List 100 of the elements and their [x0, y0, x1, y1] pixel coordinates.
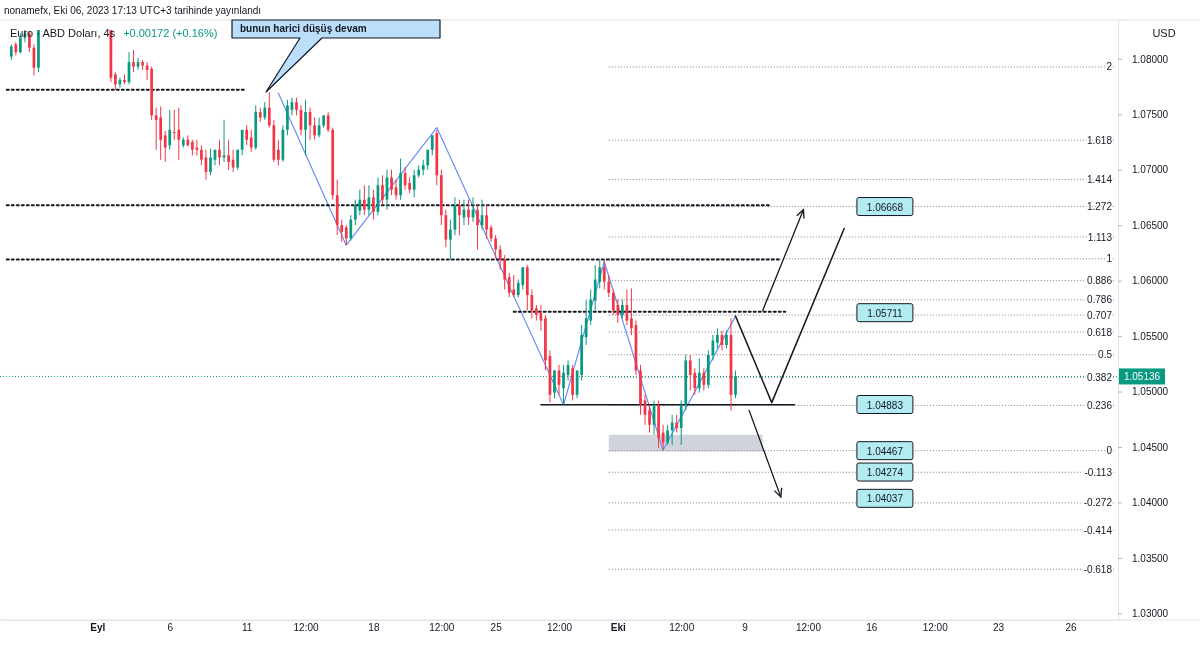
annotation: 0.786 [1086, 294, 1113, 306]
candlestick [304, 99, 307, 156]
y-tick-label: 1.04500 [1132, 441, 1169, 453]
candlestick [611, 289, 615, 316]
x-tick-label: Eyl [90, 622, 106, 633]
candlestick [172, 109, 176, 141]
ref-line-label: 1.05136 [1123, 371, 1161, 383]
annotation: 1.06668 [866, 201, 904, 213]
candlestick [666, 424, 669, 446]
candlestick [132, 49, 135, 73]
candlestick [648, 404, 651, 434]
candlestick [688, 354, 692, 391]
x-tick-label: 12:00 [669, 622, 695, 633]
annotation: 1 [1106, 253, 1113, 265]
candlestick [670, 414, 674, 446]
y-tick-label: 1.08000 [1132, 53, 1169, 65]
annotation: 1.618 [1086, 134, 1113, 146]
candlestick [159, 106, 163, 161]
candlestick [344, 224, 348, 246]
candlestick [512, 274, 516, 298]
y-tick-label: 1.07500 [1132, 108, 1169, 120]
text: +0.00172 (+0.16%) [123, 27, 218, 39]
candlestick [240, 129, 244, 156]
candlestick [467, 199, 470, 226]
candlestick [168, 109, 172, 151]
candlestick [449, 219, 452, 261]
y-axis-title: USD [1152, 27, 1176, 39]
x-tick-label: 11 [241, 622, 253, 633]
candlestick [390, 169, 393, 196]
annotation: 0.618 [1086, 326, 1113, 338]
text: nonamefx, Eki 06, 2023 17:13 UTC+3 tarihinde yayınlandı [4, 5, 262, 16]
candlestick [222, 119, 226, 163]
candlestick [679, 399, 683, 446]
candlestick [177, 107, 181, 161]
x-tick-label: 12:00 [795, 622, 822, 633]
candlestick [494, 234, 497, 259]
candlestick [430, 134, 434, 156]
annotation: 0 [1106, 445, 1113, 457]
annotation: 0.707 [1086, 309, 1113, 321]
annotation: 0.382 [1086, 371, 1113, 383]
x-tick-label: 23 [992, 622, 1005, 633]
x-tick-label: 12:00 [429, 622, 455, 633]
line-series [277, 92, 737, 451]
candlestick [503, 254, 507, 290]
annotation: 1.414 [1086, 173, 1113, 185]
candlestick [340, 219, 344, 243]
candlestick [602, 259, 606, 290]
candlestick [507, 272, 511, 298]
candlestick [584, 298, 588, 346]
candlestick [485, 204, 488, 239]
y-tick-label: 1.05500 [1132, 330, 1169, 342]
x-tick-label: 6 [167, 622, 174, 633]
x-tick-label: 25 [490, 622, 503, 633]
candlestick [349, 214, 353, 242]
candlestick [245, 124, 249, 146]
candlestick [716, 327, 719, 349]
candlestick [313, 117, 316, 141]
candlestick [458, 199, 461, 236]
annotation: 2 [1106, 61, 1113, 73]
y-tick-label: 1.05000 [1132, 386, 1169, 398]
y-tick-label: 1.06500 [1132, 219, 1169, 231]
candlestick [607, 274, 611, 298]
x-tick-label: 26 [1065, 622, 1077, 633]
x-tick-label: 12:00 [922, 622, 949, 633]
y-tick-label: 1.07000 [1132, 164, 1169, 176]
candlestick [630, 287, 633, 336]
annotation: 1.04883 [866, 399, 904, 411]
x-tick-label: 12:00 [546, 622, 573, 633]
y-tick-label: 1.06000 [1132, 275, 1169, 287]
y-tick-label: 1.03500 [1132, 552, 1169, 564]
annotation: 0.886 [1086, 275, 1113, 287]
candlestick [412, 169, 416, 198]
candlestick [277, 139, 280, 166]
annotation: 1.05711 [867, 307, 904, 319]
candlestick [200, 144, 203, 166]
annotation: 1.04274 [866, 467, 904, 479]
x-tick-label: 16 [866, 622, 878, 633]
y-tick-label: 1.04000 [1132, 497, 1169, 509]
candlestick [353, 199, 357, 226]
annotation: -0.272 [1083, 497, 1113, 509]
candlestick [218, 139, 221, 166]
annotation: 0.236 [1086, 399, 1113, 411]
candlestick [163, 130, 167, 163]
candlestick [702, 367, 706, 391]
candlestick [381, 174, 384, 206]
candlestick [358, 189, 362, 216]
annotation: 0.5 [1098, 349, 1113, 361]
candlestick [267, 91, 271, 129]
candlestick [621, 298, 624, 319]
annotation: -0.113 [1084, 466, 1113, 478]
annotation: -0.618 [1083, 563, 1113, 575]
candlestick [372, 189, 375, 221]
candlestick [476, 204, 479, 251]
candlestick [209, 148, 212, 176]
annotation: bunun harici düşüş devam [240, 23, 367, 34]
candlestick [363, 184, 366, 216]
candlestick [154, 107, 158, 151]
x-tick-label: Eki [610, 622, 627, 633]
annotation: -0.414 [1083, 524, 1113, 536]
y-tick-label: 1.03000 [1132, 608, 1169, 620]
